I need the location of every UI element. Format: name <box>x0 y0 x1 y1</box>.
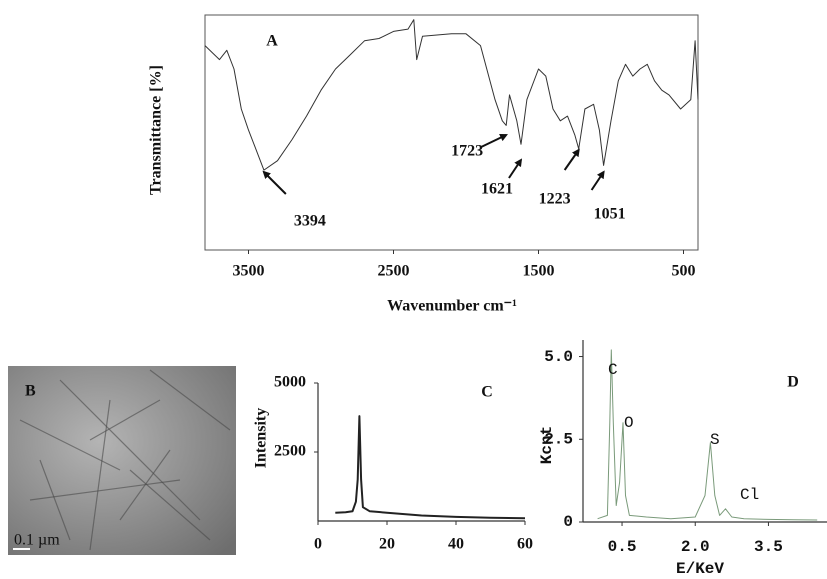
peak-label: 1723 <box>451 143 483 160</box>
peak-label: 1051 <box>594 206 626 223</box>
panel-label: D <box>787 374 799 391</box>
tem-image <box>8 366 236 555</box>
y-tick-label: 5000 <box>274 374 306 391</box>
y-axis-label: Intensity <box>253 408 270 468</box>
peak-label: 1223 <box>539 191 571 208</box>
x-tick-label: 20 <box>379 536 395 553</box>
peak-label: C <box>608 361 618 379</box>
x-tick-label: 500 <box>672 263 696 280</box>
peak-label: Cl <box>740 486 759 504</box>
x-tick-label: 2500 <box>378 263 410 280</box>
y-tick-label: 2500 <box>274 443 306 460</box>
peak-arrow <box>592 172 604 190</box>
peak-arrow <box>481 135 506 147</box>
spectrum-line <box>598 350 818 520</box>
panel-label: A <box>266 33 278 50</box>
x-tick-label: 3.5 <box>754 538 783 556</box>
panel-label: C <box>481 384 493 401</box>
y-tick-label: 5.0 <box>544 348 573 366</box>
peak-arrow <box>264 172 286 194</box>
figure: 3500 2500 1500 500 A Transmittance [%] Wavenum… <box>0 0 827 579</box>
x-tick-label: 0 <box>314 536 322 553</box>
peak-label: 1621 <box>481 181 513 198</box>
x-tick-label: 1500 <box>523 263 555 280</box>
peak-arrow <box>565 150 579 170</box>
x-tick-label: 3500 <box>233 263 265 280</box>
y-axis-label: Transmittance [%] <box>148 65 165 195</box>
peak-label: S <box>710 431 720 449</box>
scale-bar-label: 0.1 µm <box>14 532 60 549</box>
x-tick-label: 40 <box>448 536 464 553</box>
spectrum-line <box>335 416 525 518</box>
peak-arrow <box>509 160 521 178</box>
x-tick-label: 2.0 <box>681 538 710 556</box>
peak-label: 3394 <box>294 213 326 230</box>
page: 3500 2500 1500 500 A Transmittance [%] Wavenum… <box>0 0 827 579</box>
x-tick-label: 60 <box>517 536 533 553</box>
y-axis-label: Kcnt <box>538 426 556 464</box>
x-axis-label: E/KeV <box>676 560 724 578</box>
x-axis-label: Wavenumber cm⁻¹ <box>387 298 517 315</box>
y-tick-label: 0 <box>563 513 573 531</box>
panel-label: B <box>25 383 36 400</box>
x-tick-label: 0.5 <box>608 538 637 556</box>
peak-label: O <box>624 414 634 432</box>
